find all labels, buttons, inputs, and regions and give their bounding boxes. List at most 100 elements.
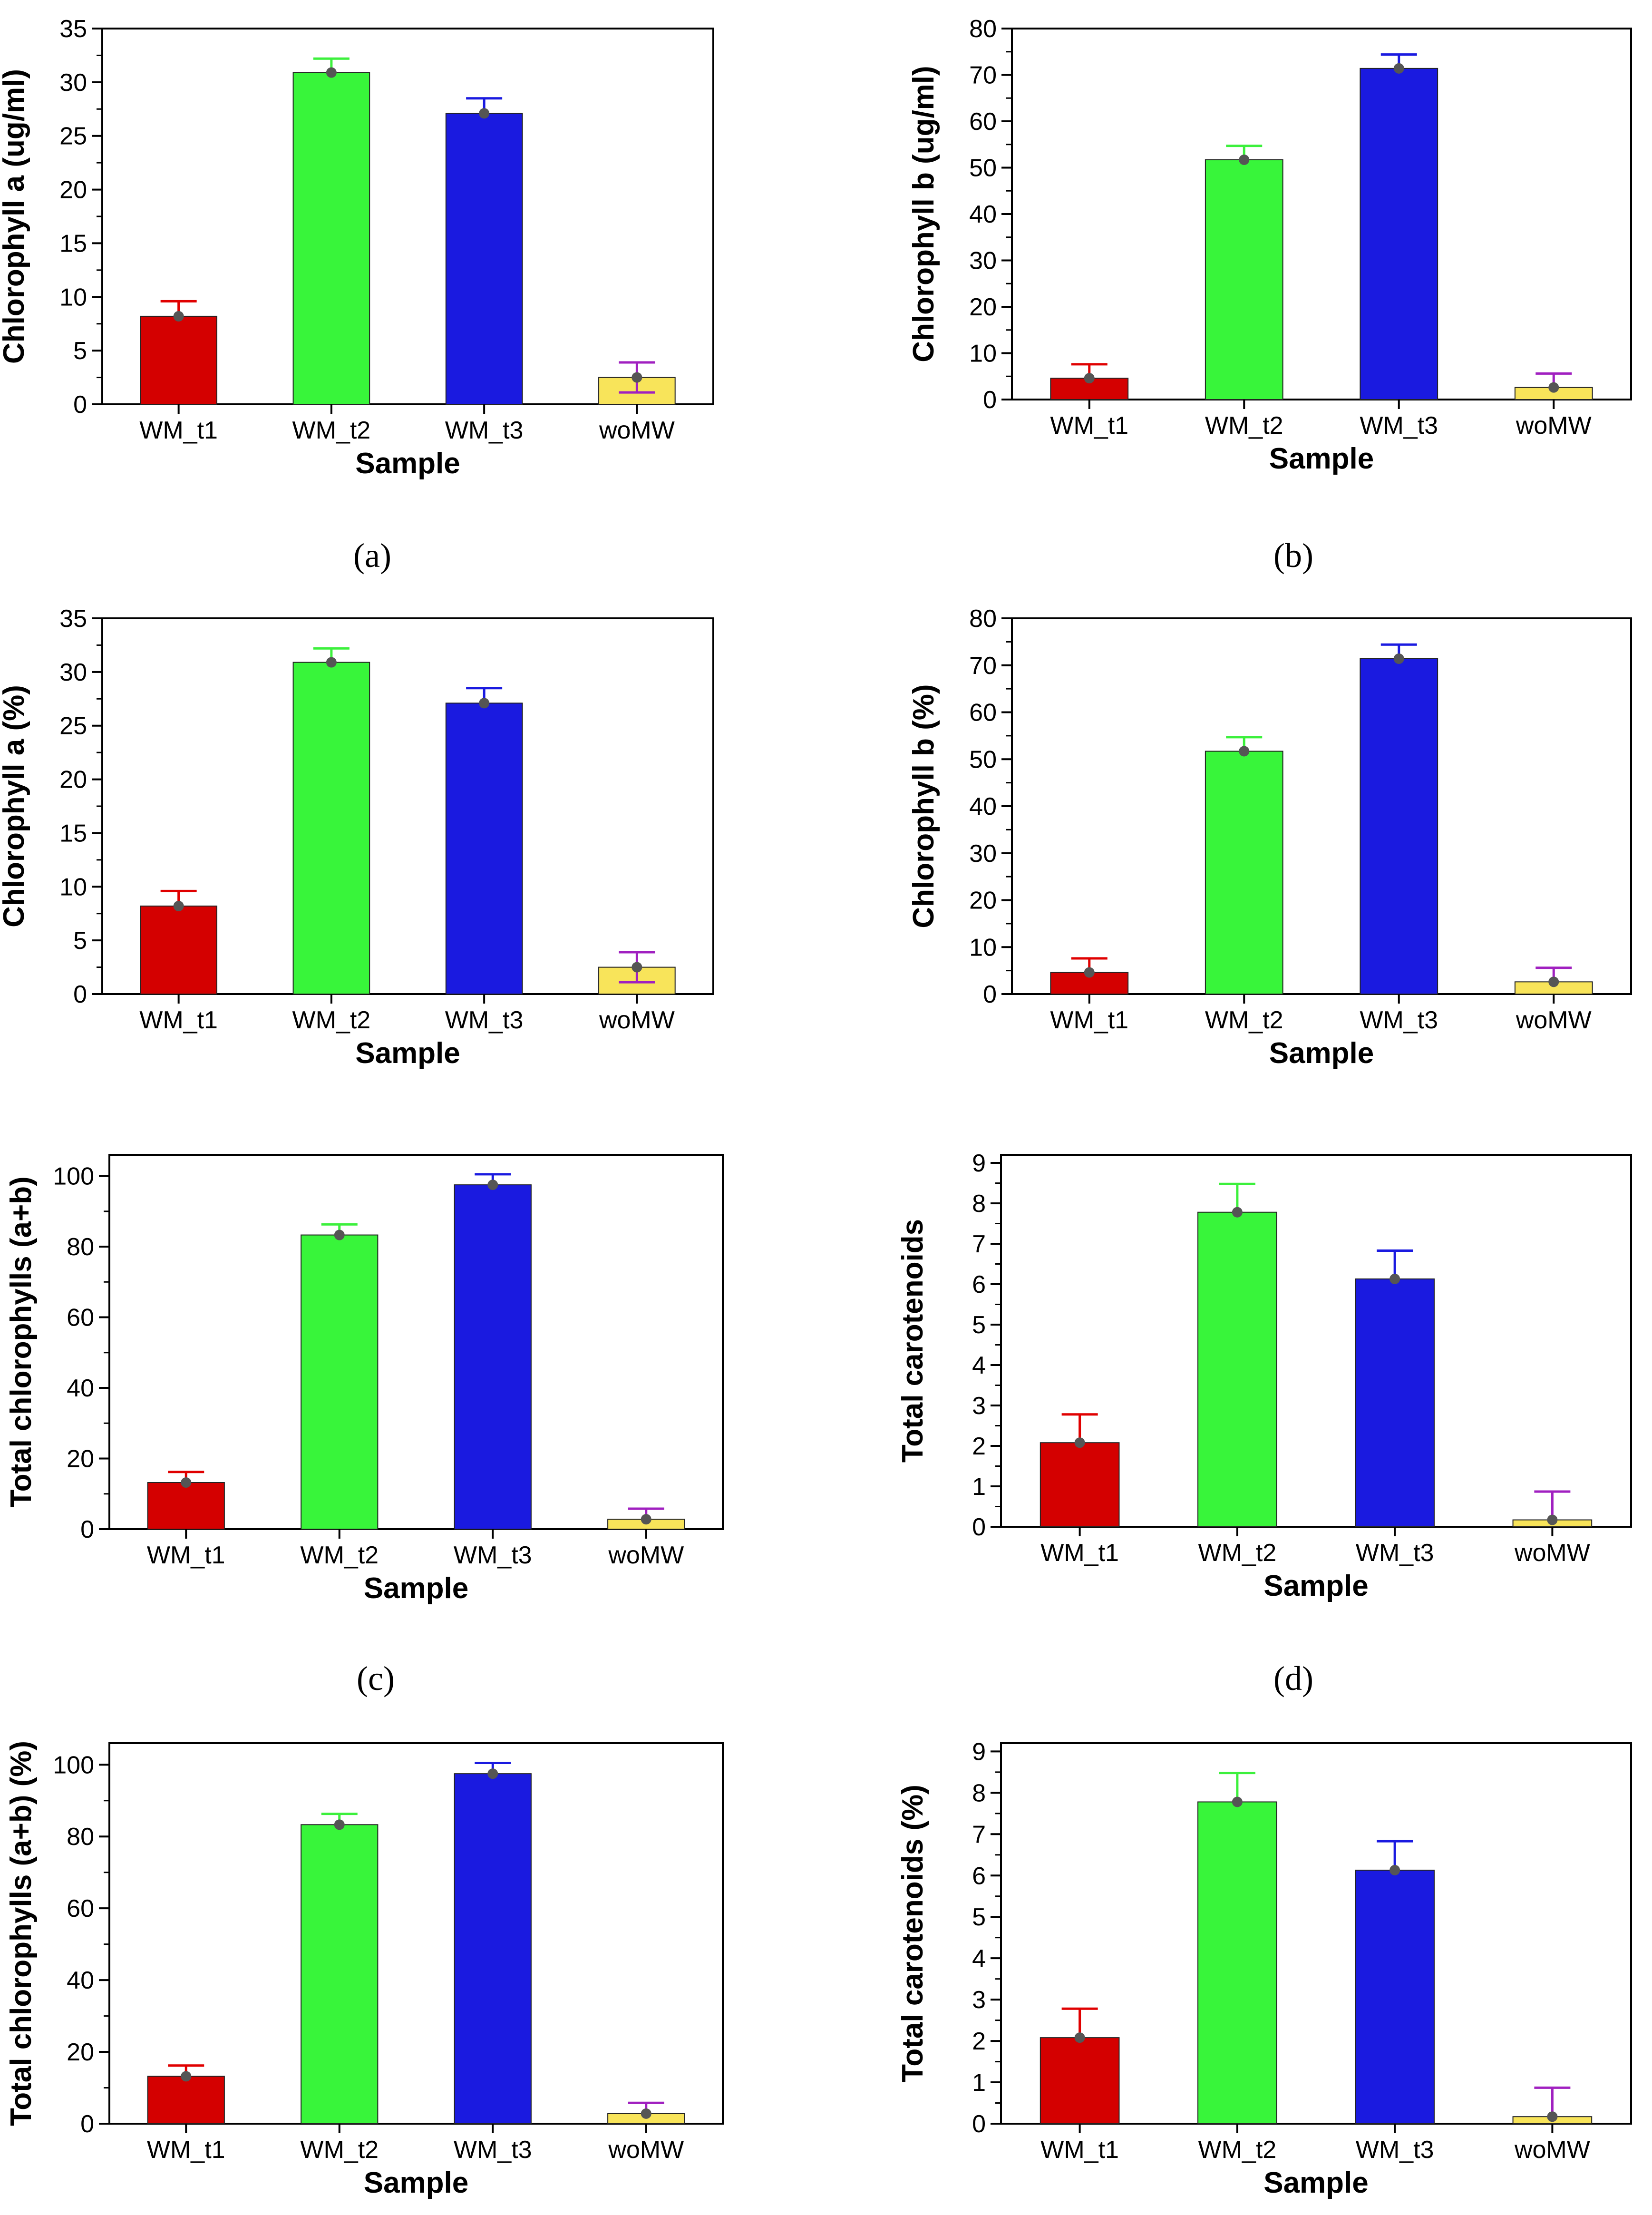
y-tick-label: 6	[972, 1862, 986, 1890]
x-tick-label-WM_t3: WM_t3	[445, 417, 524, 444]
y-tick-label: 20	[67, 2039, 94, 2066]
mean-marker-WM_t1	[181, 1477, 192, 1488]
chart-1: 0 5 10 15 20 25 30 35 Chlorophyll a (ug/ml) WM_t1…	[0, 15, 714, 480]
bar-WM_t1	[140, 315, 217, 405]
y-tick-label: 4	[972, 1945, 986, 1972]
y-tick-label: 100	[53, 1163, 94, 1190]
x-tick-label-WM_t2: WM_t2	[1205, 412, 1283, 439]
mean-marker-woMW	[641, 1514, 651, 1525]
plot-frame	[1011, 617, 1632, 995]
y-tick-label: 0	[73, 981, 87, 1008]
bar-WM_t3	[1355, 1869, 1435, 2124]
bar-WM_t3	[445, 113, 523, 405]
plot-frame	[1011, 28, 1632, 400]
chart-5: 0 20 40 60 80 100 Total chlorophylls (a+b) WM_t…	[5, 1154, 724, 1605]
x-tick-label-woMW: woMW	[599, 417, 675, 444]
y-tick-label: 4	[972, 1352, 986, 1379]
mean-marker-woMW	[632, 962, 642, 973]
y-tick-label: 50	[969, 155, 997, 182]
y-tick-label: 20	[59, 766, 87, 794]
y-tick-label: 60	[969, 699, 997, 727]
panel-label-b: (b)	[1273, 537, 1313, 575]
y-tick-label: 6	[972, 1271, 986, 1298]
x-tick-label-WM_t1: WM_t1	[1050, 1006, 1128, 1034]
mean-marker-WM_t2	[326, 67, 337, 78]
y-tick-label: 5	[972, 1903, 986, 1931]
x-axis-title: Sample	[1263, 1570, 1369, 1602]
x-tick-label-WM_t1: WM_t1	[1040, 1539, 1119, 1567]
x-axis-title: Sample	[355, 447, 460, 480]
y-tick-label: 30	[969, 247, 997, 275]
y-tick-label: 0	[80, 2110, 94, 2138]
y-tick-label: 2	[972, 1433, 986, 1460]
mean-marker-WM_t2	[334, 1229, 345, 1240]
mean-marker-woMW	[632, 372, 642, 383]
y-tick-label: 25	[59, 712, 87, 740]
plot-frame	[108, 1742, 724, 2125]
y-tick-label: 9	[972, 1150, 986, 1177]
x-tick-label-WM_t2: WM_t2	[1205, 1006, 1283, 1034]
y-tick-label: 10	[59, 283, 87, 311]
x-tick-label-WM_t1: WM_t1	[139, 1006, 218, 1034]
mean-marker-WM_t1	[181, 2071, 192, 2082]
y-axis-title: Chlorophyll b (ug/ml)	[907, 66, 940, 362]
bar-WM_t2	[1197, 1211, 1277, 1527]
mean-marker-woMW	[1547, 1514, 1558, 1525]
bar-WM_t1	[140, 905, 217, 995]
y-tick-label: 25	[59, 123, 87, 150]
bar-WM_t1	[1040, 1442, 1120, 1527]
y-tick-label: 0	[972, 1513, 986, 1541]
panel-label-d: (d)	[1273, 1659, 1313, 1698]
mean-marker-WM_t3	[479, 108, 490, 119]
x-tick-label-WM_t2: WM_t2	[292, 417, 371, 444]
x-tick-label-WM_t3: WM_t3	[1360, 1006, 1438, 1034]
bar-WM_t1	[1040, 2037, 1120, 2124]
mean-marker-WM_t3	[1390, 1864, 1400, 1875]
y-tick-label: 20	[67, 1445, 94, 1473]
x-tick-label-WM_t1: WM_t1	[1040, 2136, 1119, 2164]
x-tick-label-WM_t2: WM_t2	[300, 1542, 379, 1569]
y-tick-label: 8	[972, 1779, 986, 1807]
y-tick-label: 40	[969, 793, 997, 820]
y-tick-label: 80	[67, 1823, 94, 1851]
bar-WM_t3	[445, 703, 523, 995]
mean-marker-WM_t1	[173, 311, 184, 322]
y-tick-label: 20	[969, 887, 997, 915]
y-axis-title: Chlorophyll a (ug/ml)	[0, 69, 30, 364]
bar-WM_t1	[147, 2076, 225, 2125]
mean-marker-WM_t3	[479, 698, 490, 709]
y-tick-label: 0	[983, 981, 997, 1008]
y-tick-label: 100	[53, 1751, 94, 1779]
y-tick-label: 0	[983, 386, 997, 414]
y-tick-label: 80	[969, 15, 997, 43]
x-tick-label-woMW: woMW	[608, 1542, 684, 1569]
bar-WM_t3	[1360, 68, 1438, 400]
y-tick-label: 5	[73, 337, 87, 365]
plot-frame	[1000, 1154, 1632, 1528]
bar-WM_t2	[292, 72, 370, 405]
y-tick-label: 40	[67, 1967, 94, 1994]
bar-WM_t2	[1205, 159, 1283, 400]
bar-WM_t2	[1197, 1801, 1277, 2124]
mean-marker-woMW	[641, 2108, 651, 2119]
y-axis-title: Total carotenoids	[896, 1219, 929, 1463]
mean-marker-woMW	[1547, 2111, 1558, 2122]
y-tick-label: 30	[59, 69, 87, 97]
mean-marker-WM_t1	[1084, 373, 1095, 384]
mean-marker-WM_t3	[487, 1180, 498, 1190]
x-axis-title: Sample	[1269, 442, 1374, 475]
y-tick-label: 35	[59, 15, 87, 43]
mean-marker-WM_t1	[1074, 2032, 1085, 2043]
x-axis-title: Sample	[1269, 1037, 1374, 1070]
x-tick-label-woMW: woMW	[599, 1006, 675, 1034]
mean-marker-WM_t3	[487, 1768, 498, 1779]
x-tick-label-woMW: woMW	[1514, 2136, 1590, 2164]
y-tick-label: 5	[73, 927, 87, 955]
mean-marker-WM_t2	[1232, 1796, 1243, 1807]
mean-marker-WM_t2	[326, 657, 337, 668]
y-tick-label: 7	[972, 1230, 986, 1258]
chart-2: 0 10 20 30 40 50 60 70 80 Chlorophyll b (ug/ml) WM…	[907, 15, 1632, 475]
mean-marker-WM_t2	[1239, 154, 1250, 165]
chart-6: 0 1 2 3 4 5 6 7 8 9 Total carotenoids WM_t1 WM_t2 WM_…	[896, 1150, 1632, 1602]
